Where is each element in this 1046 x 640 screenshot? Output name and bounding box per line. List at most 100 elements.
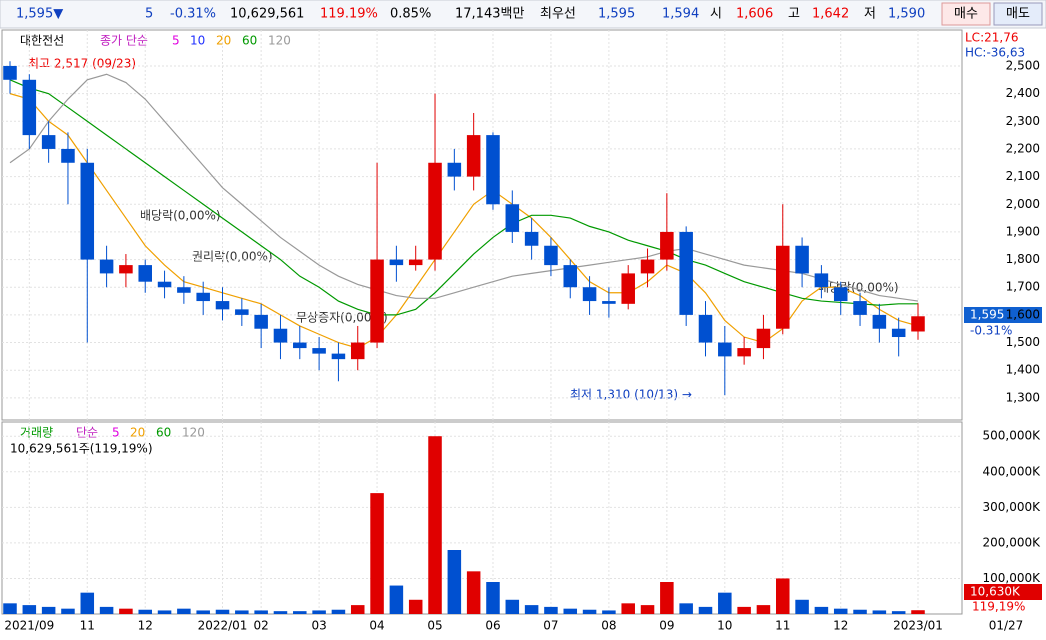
volume-title: 거래량 (20, 426, 53, 440)
legend-entry: 5 (112, 426, 120, 440)
x-tick-label: 12 (833, 619, 848, 633)
hc: HC:-36,63 (965, 46, 1025, 60)
volume-bar (795, 599, 809, 614)
open: 1,606 (736, 7, 773, 22)
bid: 1,594 (662, 7, 699, 22)
x-tick-label: 10 (717, 619, 732, 633)
candle-body (853, 301, 867, 315)
volume-bar (3, 603, 17, 614)
volume-bar (466, 571, 481, 614)
sell-label[interactable]: 매도 (1006, 7, 1030, 22)
candle-body (582, 287, 597, 302)
volume-bar (350, 605, 365, 614)
volume-bar (891, 611, 906, 614)
candle-body (389, 259, 404, 266)
volume-bar (660, 582, 674, 614)
volume-bar (602, 610, 616, 614)
y-tick-label: 1,900 (1006, 224, 1040, 238)
volume-bar (872, 610, 887, 614)
candle-body (350, 342, 365, 360)
candle-body (544, 245, 558, 266)
candle-body (524, 231, 539, 246)
candle-body (61, 148, 75, 163)
candle-body (505, 204, 520, 232)
low-label: 저 (864, 7, 876, 22)
candle-body (157, 281, 172, 288)
sell-button[interactable] (993, 2, 1043, 26)
annotation: 권리락(0,00%) (192, 250, 273, 264)
y-tick-label: 2,000 (1006, 197, 1040, 211)
volume-bar (177, 608, 191, 614)
candle-body (408, 259, 423, 266)
high-label: 고 (788, 7, 800, 22)
y-tick-label: 1,600 (1006, 307, 1040, 321)
candle-body (679, 231, 693, 315)
y-tick-label: 200,000K (983, 535, 1042, 549)
stock-name: 대한전선 (20, 34, 64, 48)
x-tick-label: 06 (485, 619, 500, 633)
volume-panel (1, 421, 963, 615)
change: 5 (145, 7, 153, 22)
buy-label[interactable]: 매수 (954, 7, 978, 22)
y-tick-label: 1,300 (1006, 390, 1040, 404)
candle-body (99, 259, 114, 274)
candle-body (41, 135, 56, 149)
x-tick-label: 05 (427, 619, 442, 633)
volume-bar (582, 609, 597, 614)
volume-bar (814, 606, 829, 614)
annotation: 최저 1,310 (10/13) → (570, 388, 692, 402)
volume-bar (408, 599, 423, 614)
volume-bar (331, 609, 346, 614)
candle-body (3, 65, 17, 80)
ma-line (9, 73, 919, 302)
candle-body (370, 259, 384, 343)
last-pct: -0.31% (970, 324, 1012, 338)
buy-button[interactable] (941, 2, 991, 26)
legend-entry: 10 (190, 34, 205, 48)
low: 1,590 (888, 7, 925, 22)
toolbar (0, 0, 1046, 29)
x-tick-label: 02 (254, 619, 269, 633)
x-tick-label: 03 (311, 619, 326, 633)
volume-bar (718, 592, 732, 614)
candle-body (177, 287, 191, 293)
candle-body (466, 135, 481, 177)
candle-body (22, 79, 37, 136)
candle-body (814, 273, 829, 288)
x-tick-label: 11 (775, 619, 790, 633)
candle-body (273, 328, 288, 343)
candle-body (621, 273, 635, 304)
volume-bar (505, 599, 520, 614)
volume: 10,629,561 (230, 7, 304, 22)
legend-entry: 20 (216, 34, 231, 48)
candle-body (293, 342, 307, 349)
volume-bar (911, 610, 925, 614)
change-pct: -0.31% (170, 7, 216, 22)
x-tick-label: 11 (80, 619, 95, 633)
volume-bar (621, 603, 635, 614)
y-tick-label: 2,200 (1006, 141, 1040, 155)
candle-body (660, 231, 674, 260)
candle-body (602, 301, 616, 304)
legend-entry: 120 (182, 426, 205, 440)
candle-body (138, 265, 152, 282)
x-tick-label: 12 (138, 619, 153, 633)
amount: 17,143백만 (455, 7, 524, 22)
candle-body (428, 162, 442, 260)
ma-line (9, 79, 918, 316)
candle-body (756, 328, 771, 349)
y-tick-label: 2,100 (1006, 169, 1040, 183)
volume-ratio: 119.19% (320, 7, 378, 22)
y-tick-label: 400,000K (983, 464, 1042, 478)
volume-bar (640, 605, 655, 614)
legend-entry: 20 (130, 426, 145, 440)
candle-body (776, 245, 790, 329)
legend-entry: 5 (172, 34, 180, 48)
candle-body (215, 301, 230, 310)
volume-bar (196, 610, 210, 614)
y-tick-label: 1,700 (1006, 280, 1040, 294)
ask: 1,595 (598, 7, 635, 22)
candle-body (872, 314, 887, 329)
volume-bar (486, 582, 500, 614)
